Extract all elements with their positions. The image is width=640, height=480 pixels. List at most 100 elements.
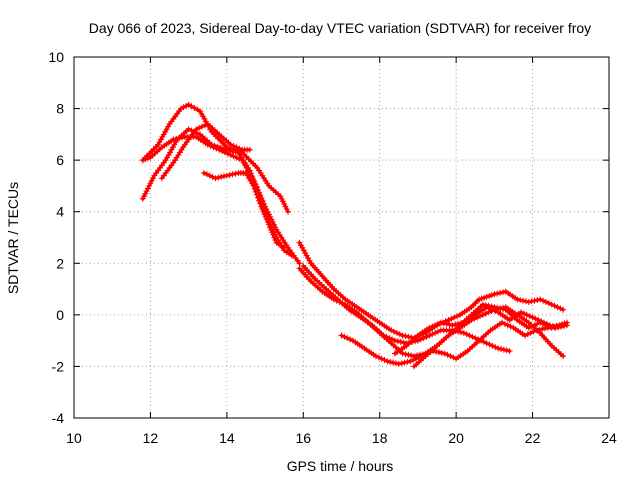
series-track-11 <box>411 301 567 370</box>
data-point-marker <box>218 173 225 180</box>
data-point-marker <box>397 338 404 345</box>
data-point-marker <box>480 338 487 345</box>
data-point-marker <box>210 144 217 151</box>
data-point-marker <box>155 141 162 148</box>
data-point-marker <box>227 152 234 158</box>
data-point-marker <box>500 289 506 296</box>
data-point-marker <box>529 314 536 321</box>
x-tick-label: 12 <box>143 430 159 446</box>
data-point-marker <box>520 297 526 304</box>
data-point-marker <box>542 322 549 329</box>
data-point-marker <box>341 333 348 340</box>
data-point-marker <box>384 358 391 365</box>
y-tick-label: -2 <box>52 358 65 374</box>
data-point-marker <box>297 242 304 249</box>
data-point-marker <box>479 311 486 318</box>
data-point-marker <box>523 311 530 318</box>
data-point-marker <box>557 322 564 329</box>
data-point-marker <box>432 329 439 336</box>
data-point-marker <box>383 333 390 340</box>
data-point-marker <box>482 302 489 309</box>
data-point-marker <box>269 229 276 236</box>
x-tick-labels: 10 12 14 16 18 20 22 24 <box>66 430 617 446</box>
data-point-marker <box>533 327 540 334</box>
data-point-marker <box>267 224 273 231</box>
data-point-marker <box>554 304 561 311</box>
data-point-marker <box>259 206 266 213</box>
data-point-marker <box>395 360 402 367</box>
data-point-marker <box>144 185 151 192</box>
data-point-marker <box>472 335 479 342</box>
data-point-marker <box>423 333 430 340</box>
data-point-marker <box>548 301 555 308</box>
data-point-marker <box>404 358 411 365</box>
data-point-marker <box>173 135 180 142</box>
data-point-marker <box>460 329 467 336</box>
data-point-marker <box>413 355 419 362</box>
data-point-marker <box>380 332 387 339</box>
data-point-marker <box>180 104 187 111</box>
data-point-marker <box>203 171 210 178</box>
data-point-marker <box>139 195 146 202</box>
data-point-marker <box>551 324 558 331</box>
data-point-marker <box>264 219 271 225</box>
data-point-marker <box>408 352 415 359</box>
data-point-marker <box>521 332 528 339</box>
data-point-marker <box>478 295 485 302</box>
data-point-marker <box>507 323 514 330</box>
data-point-marker <box>521 310 527 317</box>
data-point-marker <box>506 348 513 354</box>
data-point-marker <box>531 297 538 304</box>
data-point-marker <box>401 359 408 366</box>
data-point-marker <box>494 304 501 311</box>
data-point-marker <box>514 296 521 303</box>
data-point-marker <box>272 224 279 231</box>
data-point-marker <box>215 174 222 181</box>
data-point-marker <box>440 320 447 327</box>
data-point-marker <box>375 354 382 361</box>
data-point-marker <box>253 191 260 198</box>
data-point-marker <box>537 319 544 326</box>
data-point-marker <box>229 171 236 178</box>
data-point-marker <box>429 331 436 338</box>
x-tick-label: 22 <box>525 430 541 446</box>
data-point-marker <box>221 149 228 156</box>
data-point-marker <box>163 126 170 133</box>
data-point-marker <box>540 320 547 327</box>
data-point-marker <box>347 336 354 343</box>
data-point-marker <box>446 321 453 328</box>
data-point-marker <box>148 177 155 184</box>
data-point-marker <box>255 194 261 201</box>
data-point-marker <box>201 122 208 129</box>
data-point-marker <box>338 332 345 339</box>
data-point-marker <box>482 310 489 317</box>
data-point-marker <box>393 360 399 367</box>
data-point-marker <box>537 296 544 303</box>
data-point-marker <box>199 123 205 130</box>
data-point-marker <box>390 359 397 366</box>
data-point-marker <box>497 289 504 296</box>
data-point-marker <box>449 322 456 329</box>
y-tick-label: 0 <box>56 307 64 323</box>
data-point-marker <box>185 126 192 133</box>
data-point-marker <box>242 162 248 169</box>
data-point-marker <box>386 335 393 342</box>
data-point-marker <box>438 349 445 356</box>
data-point-marker <box>527 329 534 336</box>
data-point-marker <box>143 188 150 195</box>
data-point-marker <box>378 355 385 362</box>
data-point-marker <box>560 353 567 360</box>
data-point-marker <box>491 291 498 298</box>
data-point-marker <box>196 124 203 131</box>
data-point-marker <box>281 201 288 207</box>
data-point-marker <box>532 315 539 322</box>
data-point-marker <box>526 313 533 320</box>
data-point-marker <box>498 346 504 352</box>
data-point-marker <box>469 333 476 340</box>
data-point-marker <box>405 333 412 340</box>
data-point-marker <box>437 319 444 326</box>
data-point-marker <box>450 354 457 361</box>
data-point-marker <box>545 323 552 330</box>
x-tick-label: 20 <box>448 430 464 446</box>
